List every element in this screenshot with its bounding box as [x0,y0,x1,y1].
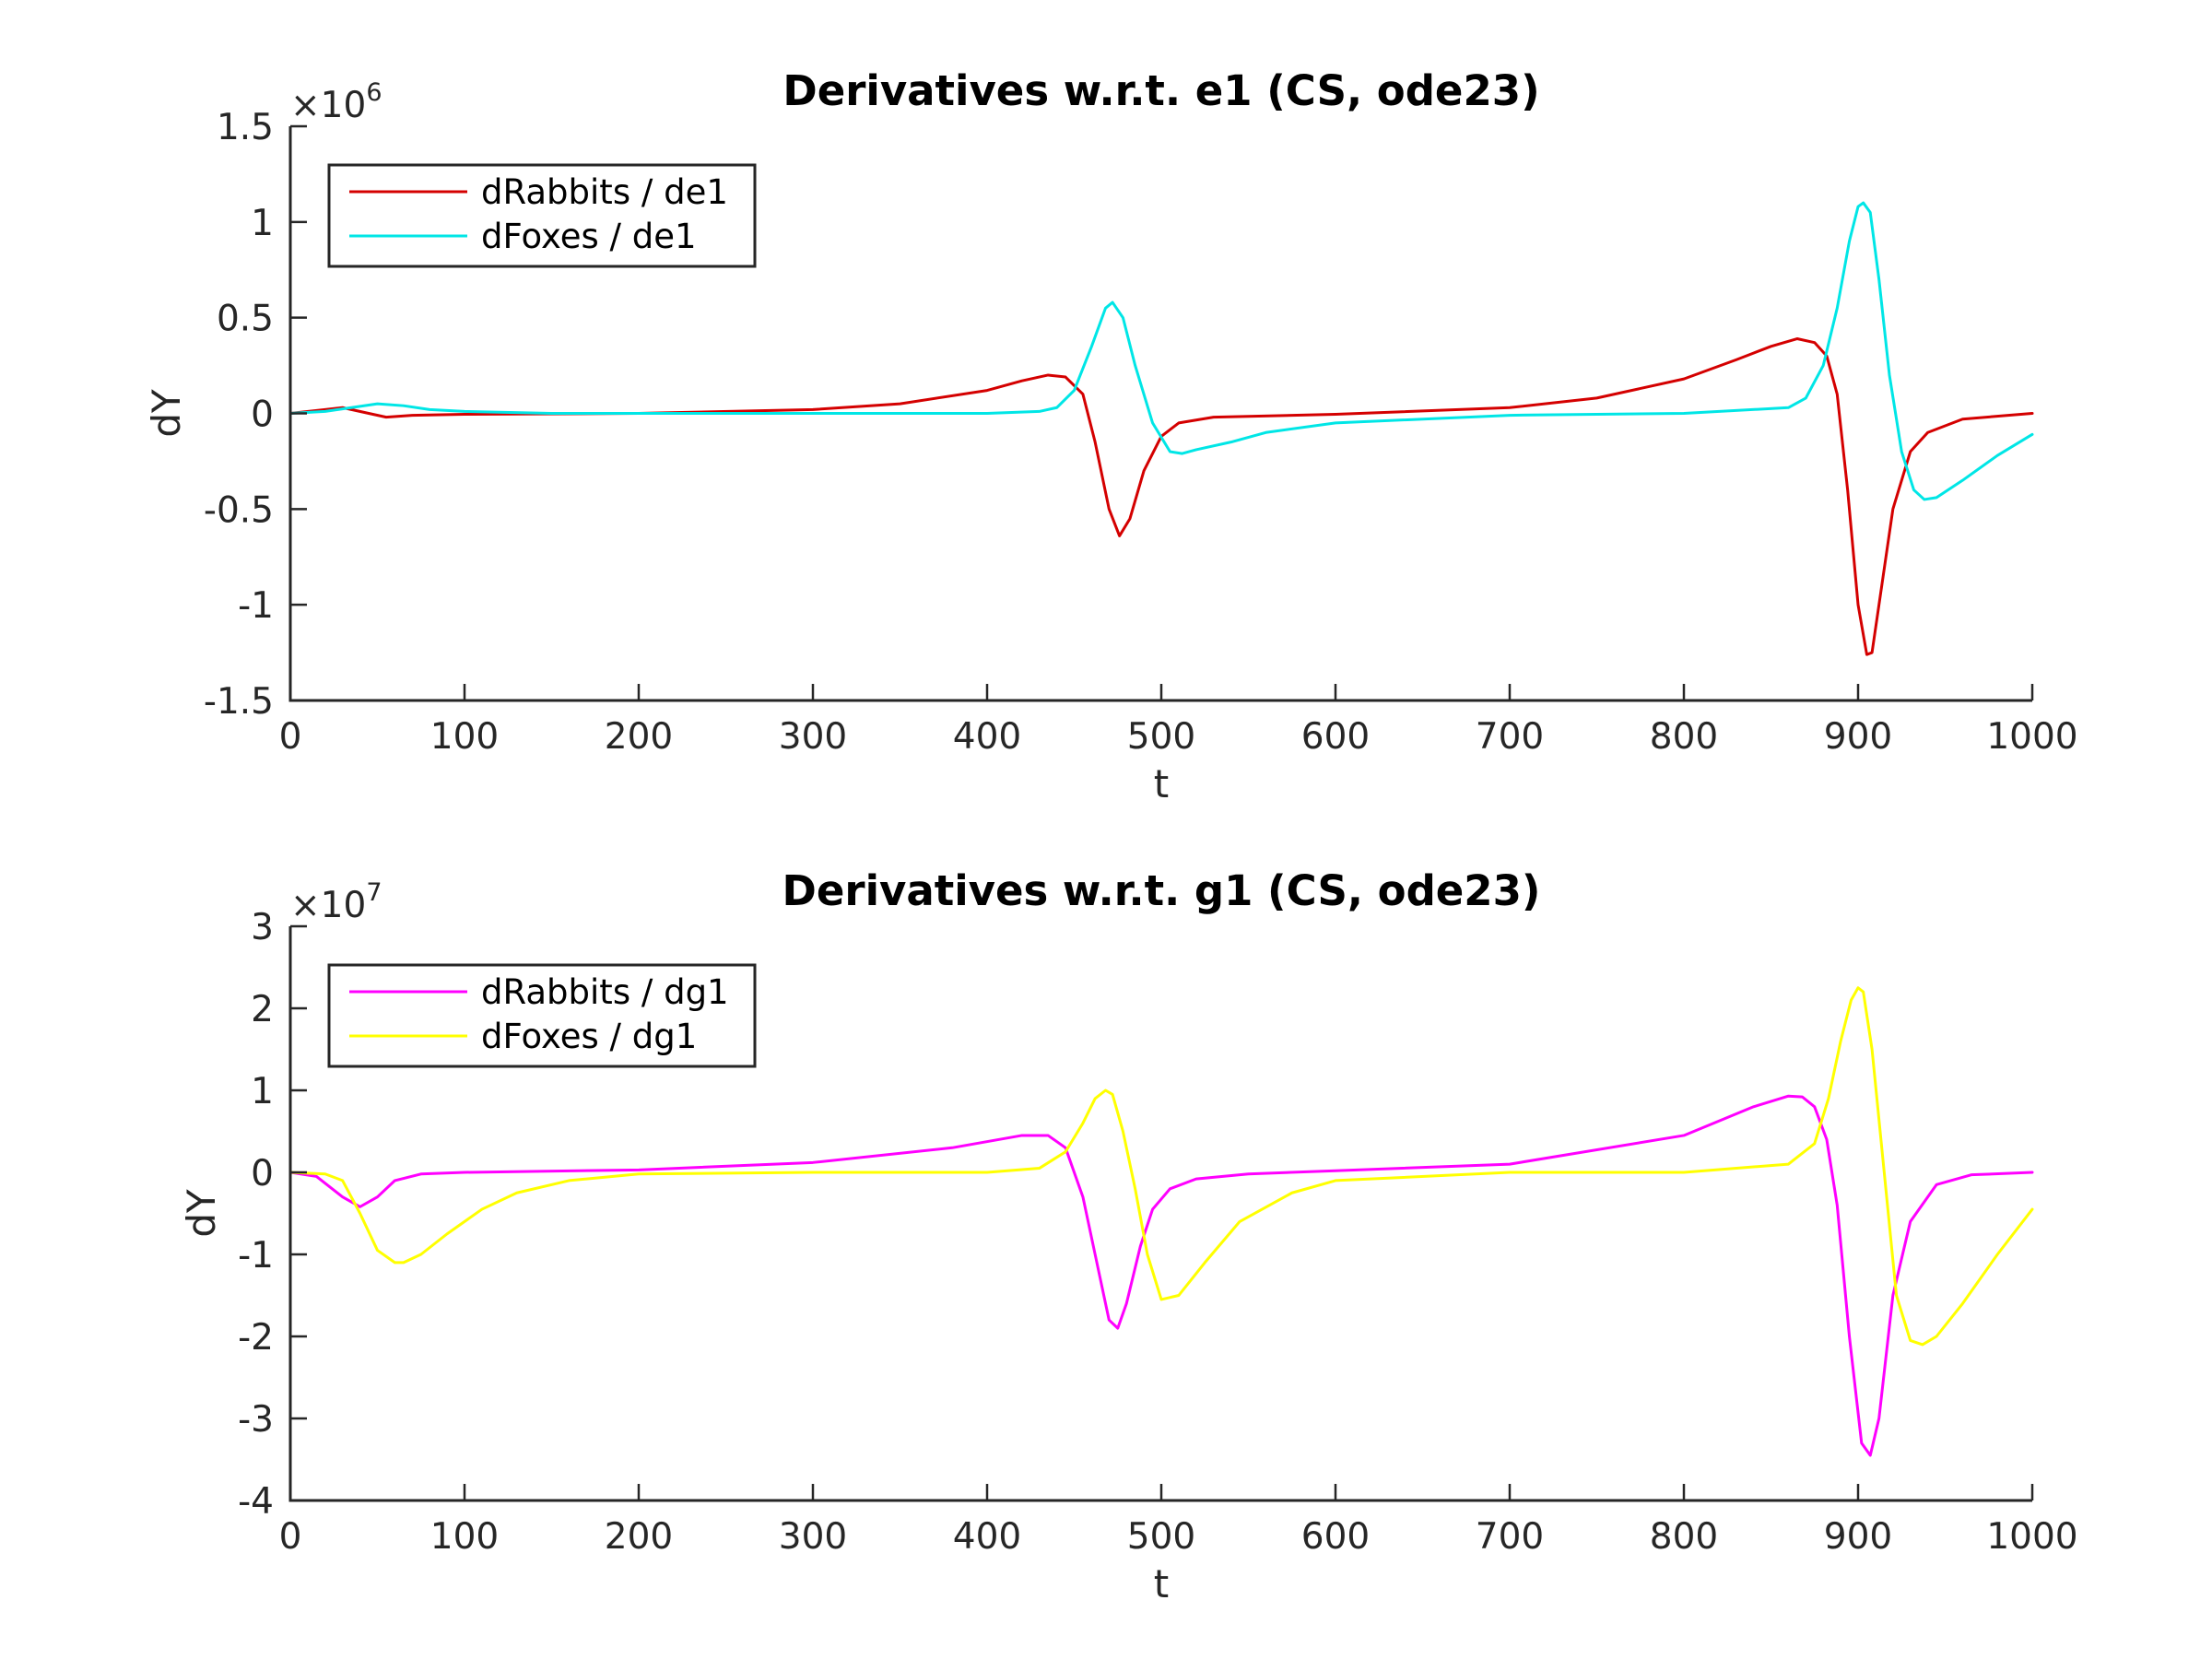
y-tick-label: 1 [251,203,274,244]
x-tick-label: 400 [953,1516,1021,1558]
y-tick-label: -1 [238,585,274,627]
x-tick-label: 200 [605,1516,673,1558]
series-line-1 [288,201,2034,501]
x-tick-label: 900 [1824,716,1892,758]
legend-label-1: dFoxes / dg1 [481,1017,697,1056]
y-tick-label: 2 [251,989,274,1030]
y-scale-power: 6 [366,78,382,107]
x-tick-label: 300 [779,1516,847,1558]
y-tick-label: -1.5 [204,681,274,723]
x-tick-label: 300 [779,716,847,758]
x-tick-label: 0 [279,716,302,758]
x-tick-label: 1000 [1986,716,2077,758]
y-tick-label: -4 [238,1481,274,1523]
chart-title: Derivatives w.r.t. g1 (CS, ode23) [782,866,1541,915]
series-line-0 [288,337,2034,656]
series-line-0 [288,1094,2034,1457]
legend-label-1: dFoxes / de1 [481,217,697,256]
x-tick-label: 500 [1127,716,1195,758]
chart-title: Derivatives w.r.t. e1 (CS, ode23) [782,66,1539,115]
legend-label-0: dRabbits / dg1 [481,972,729,1012]
x-tick-label: 600 [1301,1516,1370,1558]
x-tick-label: 800 [1650,716,1718,758]
x-tick-label: 200 [605,716,673,758]
y-scale-times: ×10 [290,85,366,126]
y-axis-label: dY [144,389,189,438]
y-tick-label: -2 [238,1317,274,1359]
y-tick-label: 1 [251,1071,274,1112]
y-scale-exponent: ×107 [290,878,382,926]
legend-box [327,163,757,268]
y-tick-label: 0.5 [217,299,274,340]
y-tick-label: 0 [251,1153,274,1194]
x-tick-label: 100 [430,716,499,758]
subplot-e1: Derivatives w.r.t. e1 (CS, ode23) 0 100 200… [144,66,2078,806]
legend-box [327,963,757,1068]
x-axis-label: t [1154,1561,1169,1606]
x-tick-label: 900 [1824,1516,1892,1558]
x-tick-label: 400 [953,716,1021,758]
y-tick-label: -3 [238,1399,274,1441]
y-scale-times: ×10 [290,885,366,926]
x-tick-label: 800 [1650,1516,1718,1558]
y-tick-label: -1 [238,1235,274,1277]
x-axis-label: t [1154,761,1169,806]
legend: dRabbits / de1 dFoxes / de1 [327,163,757,268]
x-tick-label: 0 [279,1516,302,1558]
y-tick-label: 3 [251,907,274,948]
x-tick-label: 500 [1127,1516,1195,1558]
y-scale-exponent: ×106 [290,78,382,126]
x-tick-label: 700 [1476,1516,1544,1558]
y-tick-label: 0 [251,394,274,436]
legend: dRabbits / dg1 dFoxes / dg1 [327,963,757,1068]
x-tick-label: 700 [1476,716,1544,758]
legend-label-0: dRabbits / de1 [481,172,728,212]
x-tick-label: 600 [1301,716,1370,758]
y-axis-label: dY [179,1189,224,1238]
series-line-1 [288,986,2034,1347]
y-scale-power: 7 [366,878,382,907]
y-tick-label: 1.5 [217,107,274,148]
x-tick-label: 100 [430,1516,499,1558]
x-tick-label: 1000 [1986,1516,2077,1558]
y-tick-label: -0.5 [204,489,274,531]
subplot-g1: Derivatives w.r.t. g1 (CS, ode23) 0 100 200… [179,866,2078,1606]
